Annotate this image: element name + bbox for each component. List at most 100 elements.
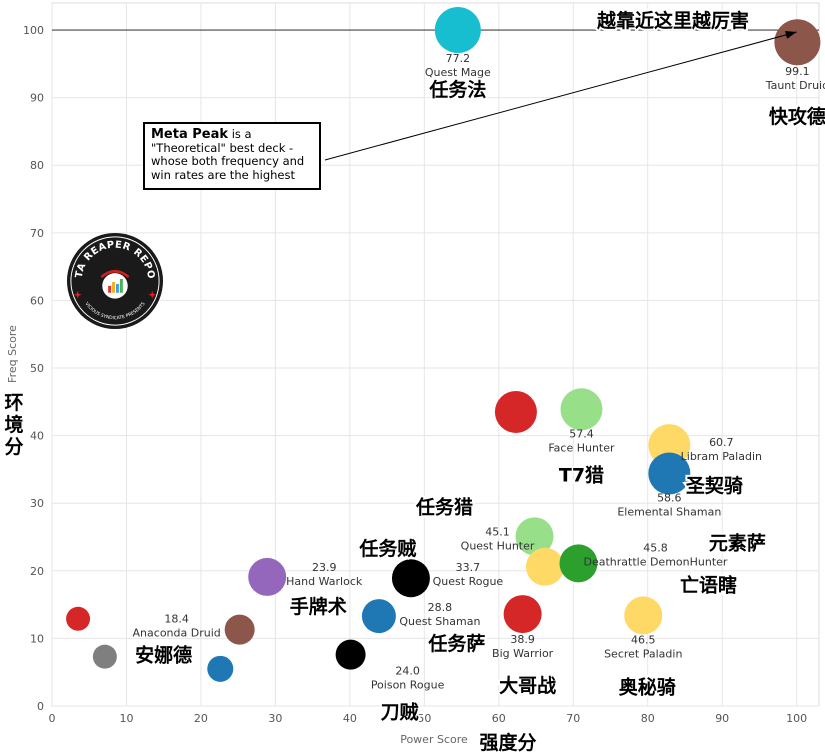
data-reaper-logo: DATA REAPER REPORT VICIOUS SYNDICATE PRE… (66, 232, 164, 330)
point-value-label: 58.6 (657, 491, 682, 504)
point-value-label: 45.1 (485, 525, 510, 538)
point-cn-label: 亡语瞎 (680, 573, 737, 596)
data-point (66, 606, 91, 631)
data-point (648, 452, 691, 495)
point-value-label: 46.5 (631, 633, 656, 646)
y-tick-label: 90 (30, 92, 44, 105)
x-tick-label: 60 (492, 712, 506, 725)
point-name-label: Taunt Druid (765, 79, 825, 92)
point-cn-label: 任务萨 (427, 632, 485, 655)
point-name-label: Elemental Shaman (617, 505, 721, 518)
y-axis-title-cn-char: 境 (4, 413, 23, 436)
point-value-label: 77.2 (446, 52, 471, 65)
point-name-label: Quest Mage (425, 66, 491, 79)
x-tick-label: 30 (268, 712, 282, 725)
point-value-label: 38.9 (510, 633, 535, 646)
point-value-label: 33.7 (456, 561, 481, 574)
point-name-label: Poison Rogue (371, 679, 445, 692)
x-tick-label: 100 (786, 712, 807, 725)
point-name-label: Secret Paladin (604, 647, 682, 660)
data-point (525, 547, 564, 586)
point-cn-label: 大哥战 (499, 674, 556, 697)
point-cn-label: T7猎 (559, 463, 604, 486)
y-tick-label: 60 (30, 294, 44, 307)
point-name-label: Hand Warlock (286, 575, 363, 588)
y-tick-label: 100 (23, 24, 44, 37)
y-tick-label: 0 (37, 700, 44, 713)
point-value-label: 45.8 (643, 541, 668, 554)
y-tick-label: 10 (30, 632, 44, 645)
x-tick-label: 0 (49, 712, 56, 725)
point-name-label: Big Warrior (492, 647, 554, 660)
point-cn-label: 快攻德 (769, 105, 825, 128)
data-point (361, 599, 396, 634)
y-tick-label: 20 (30, 565, 44, 578)
data-point (560, 388, 603, 431)
corner-caption: 越靠近这里越厉害 (596, 9, 749, 32)
x-tick-label: 10 (119, 712, 133, 725)
point-value-label: 23.9 (312, 561, 337, 574)
meta-peak-arrow (324, 31, 797, 161)
data-point (624, 596, 663, 635)
data-point (391, 559, 430, 598)
point-name-label: Libram Paladin (681, 450, 762, 463)
x-tick-label: 70 (566, 712, 580, 725)
point-cn-label: 元素萨 (709, 531, 766, 554)
x-tick-label: 50 (417, 712, 431, 725)
data-point (248, 557, 287, 596)
note-body: is a "Theoretical" best deck - whose bot… (151, 127, 305, 182)
y-axis-title-cn: 环 境 分 (2, 390, 25, 460)
data-point (559, 544, 598, 583)
data-point (224, 614, 255, 645)
axes: 0 10 20 30 40 50 60 70 80 90 100 0 10 20 30 40 50 60 70 80 9… (23, 24, 807, 725)
point-name-label: Face Hunter (548, 441, 615, 454)
point-name-label: Quest Hunter (461, 539, 535, 552)
x-tick-label: 20 (194, 712, 208, 725)
y-axis-title-cn-char: 环 (4, 392, 23, 414)
point-cn-label: 任务法 (428, 78, 486, 101)
point-cn-label: 刀贼 (381, 701, 419, 724)
point-name-label: Quest Shaman (399, 615, 480, 628)
y-tick-label: 30 (30, 497, 44, 510)
y-tick-label: 50 (30, 362, 44, 375)
point-cn-label: 圣契骑 (686, 474, 743, 497)
point-value-label: 28.8 (428, 601, 453, 614)
point-cn-label: 手牌术 (290, 595, 347, 618)
y-axis-title-cn-char: 分 (4, 436, 23, 458)
point-cn-label: 奥秘骑 (619, 675, 676, 698)
point-cn-label: 任务贼 (358, 537, 416, 560)
note-title: Meta Peak (151, 127, 229, 142)
data-point (335, 639, 366, 670)
data-point (494, 390, 537, 433)
arrow-head (784, 31, 797, 39)
x-tick-label: 80 (641, 712, 655, 725)
x-axis-title: Power Score (400, 733, 468, 746)
y-tick-label: 40 (30, 430, 44, 443)
y-tick-label: 80 (30, 159, 44, 172)
x-axis-title-cn: 强度分 (479, 731, 536, 753)
point-value-label: 60.7 (709, 436, 734, 449)
y-axis-title: Freq Score (6, 325, 19, 383)
x-tick-label: 40 (343, 712, 357, 725)
data-point (92, 644, 117, 669)
point-name-label: Quest Rogue (433, 575, 504, 588)
x-tick-label: 90 (715, 712, 729, 725)
point-value-label: 18.4 (164, 613, 189, 626)
data-point (774, 19, 821, 66)
point-name-label: Deathrattle DemonHunter (583, 555, 727, 568)
point-value-label: 57.4 (569, 427, 594, 440)
point-cn-label: 任务猎 (415, 495, 473, 518)
data-points (66, 7, 821, 682)
data-point (515, 517, 554, 556)
point-value-label: 24.0 (395, 665, 420, 678)
point-name-label: Anaconda Druid (133, 627, 221, 640)
meta-peak-note: Meta Peak is a "Theoretical" best deck -… (143, 122, 321, 190)
y-tick-label: 70 (30, 227, 44, 240)
data-point (207, 655, 234, 682)
point-cn-label: 安娜德 (135, 644, 192, 667)
data-point (434, 7, 481, 54)
data-point (503, 595, 542, 634)
